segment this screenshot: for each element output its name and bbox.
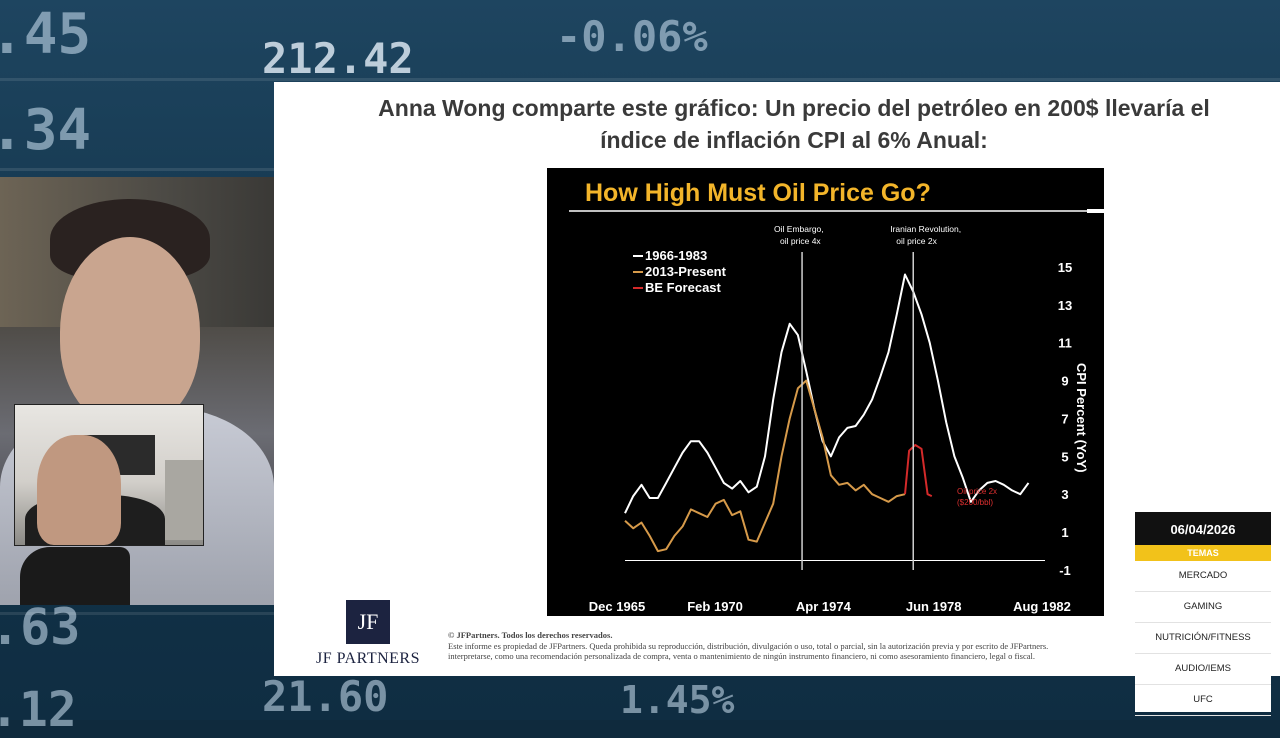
topic-item-gaming[interactable]: GAMING — [1135, 592, 1271, 623]
divider — [0, 78, 1280, 81]
series-line-1966-1983 — [624, 273, 1030, 514]
divider — [0, 612, 274, 615]
ticker-value: -0.06% — [556, 12, 708, 61]
disclaimer-copyright: © JFPartners. Todos los derechos reserva… — [448, 630, 613, 640]
y-tick-label: 13 — [1058, 298, 1072, 313]
y-tick-label: 15 — [1058, 260, 1072, 275]
y-tick-label: 3 — [1061, 487, 1068, 502]
topic-item-nutricion-fitness[interactable]: NUTRICIÓN/FITNESS — [1135, 623, 1271, 654]
presentation-slide: Anna Wong comparte este gráfico: Un prec… — [274, 82, 1280, 676]
y-tick-label: 7 — [1061, 411, 1068, 426]
chart-title: How High Must Oil Price Go? — [585, 179, 931, 207]
title-underline-end — [1087, 209, 1104, 213]
ticker-value: 21.60 — [262, 672, 389, 721]
topics-header: TEMAS — [1135, 545, 1271, 561]
disclaimer-text-cont: interpretarse, como una recomendación pe… — [448, 651, 1035, 661]
event-annotation: Iranian Revolution, — [890, 224, 961, 234]
presenter-face — [60, 237, 200, 427]
logo-mark: JF — [346, 600, 390, 644]
ticker-value: .45 — [0, 2, 92, 67]
room-poster — [165, 460, 203, 540]
topics-panel: 06/04/2026 TEMAS MERCADO GAMING NUTRICIÓ… — [1135, 512, 1271, 716]
legend-entry: BE Forecast — [645, 280, 722, 295]
series-line-2013-present — [624, 379, 906, 553]
slide-title-line1: Anna Wong comparte este gráfico: Un prec… — [378, 95, 1210, 121]
disclaimer-text: Este informe es propiedad de JFPartners.… — [448, 640, 1049, 651]
legal-disclaimer: © JFPartners. Todos los derechos reserva… — [448, 630, 1278, 662]
microphone — [20, 547, 130, 605]
x-tick-label: Aug 1982 — [1013, 599, 1071, 614]
x-tick-label: Dec 1965 — [589, 599, 645, 614]
x-tick-label: Feb 1970 — [687, 599, 743, 614]
y-tick-label: 5 — [1061, 449, 1068, 464]
ticker-value: 1.45% — [620, 678, 735, 722]
forecast-annotation: ($200/bbl) — [957, 498, 993, 507]
y-tick-label: 11 — [1058, 336, 1072, 351]
y-tick-label: 9 — [1061, 374, 1068, 389]
topic-item-mercado[interactable]: MERCADO — [1135, 561, 1271, 592]
event-annotation-detail: oil price 2x — [896, 236, 937, 246]
ticker-value: .34 — [0, 98, 92, 163]
topics-date: 06/04/2026 — [1135, 512, 1271, 545]
ticker-value: .63 — [0, 598, 81, 656]
y-axis-label: CPI Percent (YoY) — [1074, 363, 1089, 473]
series-line-be-forecast — [904, 444, 933, 498]
ticker-value: .12 — [0, 682, 77, 738]
y-tick-label: 1 — [1061, 525, 1068, 540]
event-annotation: Oil Embargo, — [774, 224, 824, 234]
legend-entry: 1966-1983 — [645, 248, 707, 263]
chart-svg: How High Must Oil Price Go? 15 13 11 9 7 5 3 1 -… — [569, 179, 1104, 614]
x-tick-label: Apr 1974 — [796, 599, 852, 614]
guest-webcam-feed — [14, 404, 204, 546]
legend-entry: 2013-Present — [645, 264, 727, 279]
forecast-annotation: Oil price 2x — [957, 487, 997, 496]
divider — [0, 168, 274, 171]
topic-item-ufc[interactable]: UFC — [1135, 685, 1271, 716]
ticker-value: 212.42 — [262, 34, 414, 83]
logo-name: JF PARTNERS — [316, 650, 420, 667]
y-tick-label: -1 — [1059, 563, 1071, 578]
topic-item-audio-iems[interactable]: AUDIO/IEMS — [1135, 654, 1271, 685]
event-annotation-detail: oil price 4x — [780, 236, 821, 246]
jf-partners-logo: JF JF PARTNERS — [308, 600, 428, 668]
oil-price-cpi-chart: How High Must Oil Price Go? 15 13 11 9 7 5 3 1 -… — [547, 168, 1104, 616]
guest-face — [37, 435, 121, 545]
slide-title-line2: índice de inflación CPI al 6% Anual: — [600, 127, 988, 153]
x-tick-label: Jun 1978 — [906, 599, 962, 614]
slide-title: Anna Wong comparte este gráfico: Un prec… — [294, 92, 1280, 156]
